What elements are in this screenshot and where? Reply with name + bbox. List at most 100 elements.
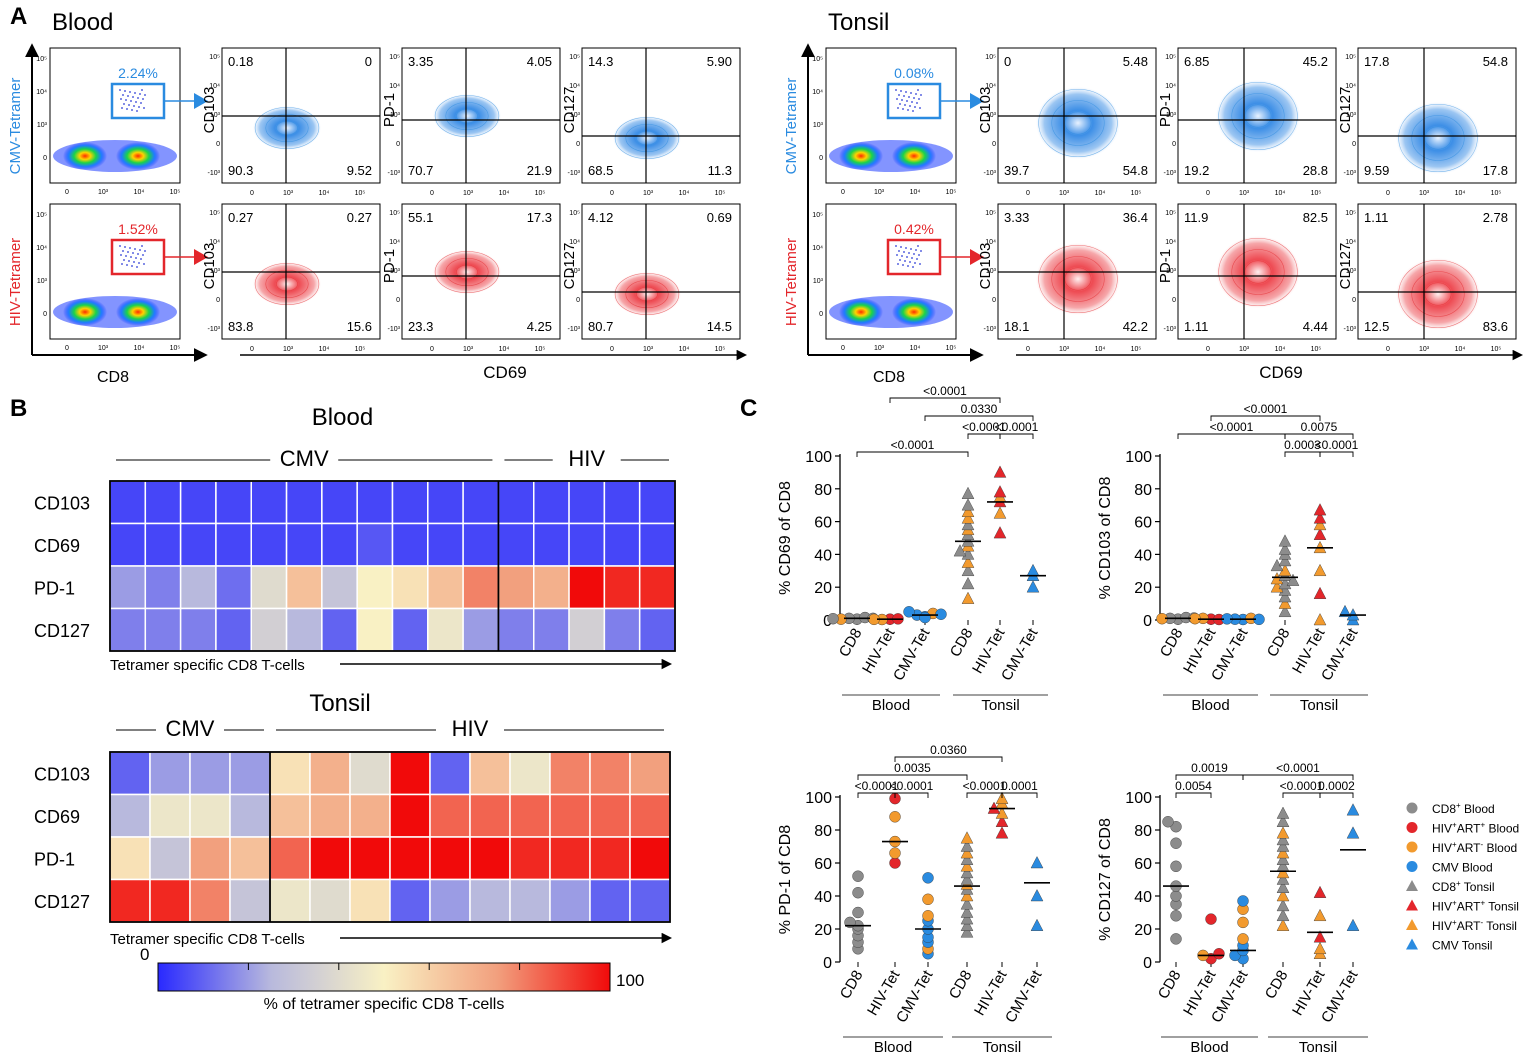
heatmap-cell [429,793,471,838]
scatter-point-triangle [961,591,975,604]
gated-event [139,93,141,95]
heatmap-x-label: Tetramer specific CD8 T-cells [110,657,305,674]
scatter-point-triangle [1346,918,1360,931]
quadrant-y-tick: 10³ [986,268,997,275]
gated-event [905,247,907,249]
gated-event [899,103,901,105]
quadrant-y-tick: 10³ [210,112,221,119]
quadrant-y-tick: -10³ [568,326,581,333]
gated-event [142,98,144,100]
significance-bracket [857,792,896,798]
significance-p-value: <0.0001 [963,779,1007,793]
scatter-point-triangle [1276,872,1290,885]
significance-bracket [999,433,1034,439]
scatter-point-triangle [993,506,1007,519]
quadrant-y-tick: -10³ [984,170,997,177]
gated-event [130,256,132,258]
quadrant-ul-value: 55.1 [408,210,433,225]
scatter-point-triangle [1270,572,1284,585]
gated-event [912,110,914,112]
scatter-point-circle [1170,860,1182,872]
gated-event [125,255,127,257]
gated-event [135,101,137,103]
scatter-group-label: Blood [874,1039,912,1055]
legend-label-tail: Blood [1483,841,1517,855]
heatmap-cell [269,878,311,923]
quadrant-y-tick: 10⁵ [209,54,220,61]
scatter-y-tick-label: 0 [823,613,832,630]
significance-p-value: 0.0035 [894,761,931,775]
heatmap-cell [603,522,641,567]
heatmap-cell [589,751,631,796]
gated-event [909,261,911,263]
scatter-point-triangle [1276,865,1290,879]
heatmap-cell [321,522,358,567]
scatter-category-label: CD8 [947,626,977,660]
cell-density-peak [116,142,160,170]
gated-event [133,261,135,263]
scatter-point-triangle [1338,604,1352,617]
quadrant-plot-pd-1: PD-1 6.85 45.2 19.2 28.8 0 10³ 10⁴ 10⁵ -10³ 0 10³ 10… [1157,47,1337,197]
scatter-y-tick-label: 0 [1143,955,1152,972]
gate-x-tick: 0 [65,189,69,196]
scatter-y-tick-label: 40 [814,547,832,564]
heatmap-cell [109,751,151,796]
quadrant-x-tick: 10⁴ [1275,346,1286,353]
quadrant-plot-pd-1: PD-1 11.9 82.5 1.11 4.44 0 10³ 10⁴ 10⁵ -10³ 0 10³ 10… [1157,203,1337,353]
heatmap-cell [215,565,252,610]
gated-event [144,250,146,252]
scatter-point-triangle [1346,803,1360,816]
scatter-point-triangle [1313,563,1327,576]
significance-p-value: 0.0075 [1301,420,1338,434]
scatter-point-circle [889,857,901,869]
quadrant-y-label: CD127 [561,243,578,290]
cell-density-peak [892,142,936,170]
gate-x-tick: 10³ [98,345,109,352]
heatmap-cell [269,793,311,838]
quadrant-lr-value: 15.6 [347,319,372,334]
quadrant-x-tick: 10³ [1419,190,1430,197]
heatmap-cell [469,836,511,881]
tetramer-label: CMV-Tetramer [7,78,24,175]
cell-density-peak [839,298,883,326]
quadrant-ul-value: 6.85 [1184,54,1209,69]
gated-event [126,108,128,110]
scatter-point-triangle [960,912,974,925]
legend-marker-triangle [1406,899,1418,911]
heatmap-cell [638,522,676,567]
scatter-point-triangle [960,925,974,938]
scatter-group-label: Tonsil [983,1039,1021,1055]
contour-line [445,101,489,131]
scatter-point-triangle [960,831,974,844]
quadrant-y-label: PD-1 [1157,93,1174,127]
quadrant-ll-value: 18.1 [1004,319,1029,334]
colorbar-gradient [157,962,611,992]
quadrant-x-tick: 10⁴ [319,190,330,197]
heatmap-row-label: CD103 [34,493,90,513]
contour-line [276,276,298,292]
quadrant-x-tick: 0 [430,190,434,197]
quadrant-lr-value: 83.6 [1483,319,1508,334]
gated-event [143,263,145,265]
quadrant-y-tick: 0 [992,141,996,148]
legend-label-sup: + [1452,821,1457,830]
heatmap-cell [389,793,431,838]
gated-event [913,253,915,255]
gated-event [140,258,142,260]
scatter-point-triangle [1276,889,1290,902]
quadrant-y-tick: 10⁵ [1345,210,1356,217]
gated-event [128,260,130,262]
heatmap-cell [391,522,429,567]
scatter-point-triangle [1276,880,1290,893]
scatter-point-circle [919,611,931,624]
event-contour [253,262,321,306]
quadrant-lr-value: 11.3 [708,163,732,178]
gated-event [910,248,912,250]
scatter-point-triangle [1313,503,1327,516]
quadrant-y-tick: 0 [992,297,996,304]
legend-label-tail: Blood [1485,822,1519,836]
quadrant-x-tick: 10³ [1419,346,1430,353]
gated-event [904,260,906,262]
quadrant-ur-value: 36.4 [1123,210,1148,225]
